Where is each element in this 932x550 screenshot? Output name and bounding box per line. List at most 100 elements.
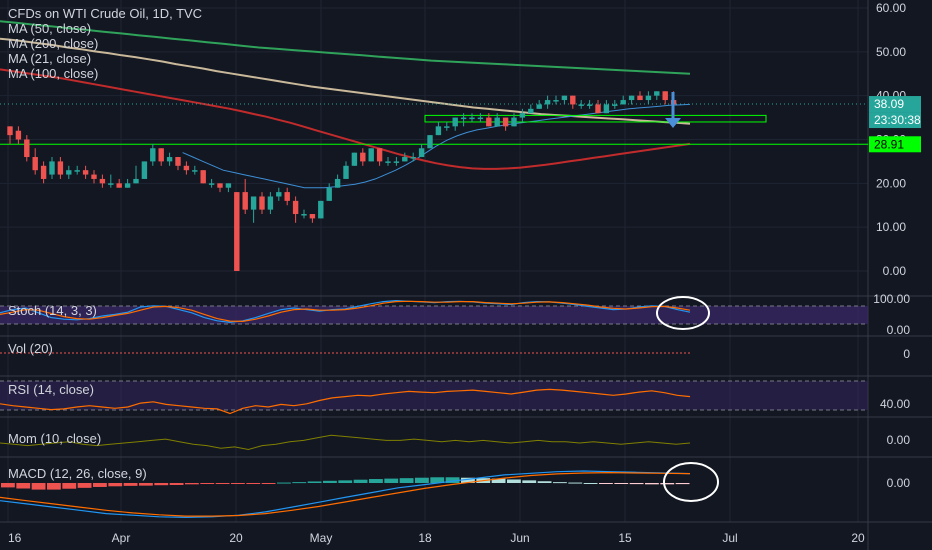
legend-ma200: MA (200, close) <box>8 36 99 51</box>
candle-body-73 <box>620 100 626 105</box>
macd-bar-39 <box>599 483 613 484</box>
stoch-circle <box>656 296 710 330</box>
macd-bar-29 <box>445 477 460 483</box>
candle-body-64 <box>544 100 551 105</box>
macd-bar-12 <box>185 483 199 485</box>
candle-body-36 <box>309 214 316 219</box>
macd-bar-15 <box>231 483 245 484</box>
candle-body-55 <box>469 117 475 120</box>
candle-body-37 <box>318 200 324 219</box>
mom-label: Mom (10, close) <box>8 431 102 446</box>
ma-line-1 <box>0 20 691 75</box>
time-label-7: Jul <box>722 531 737 545</box>
main-price-pane <box>0 20 868 271</box>
chart-title: CFDs on WTI Crude Oil, 1D, TVC <box>8 6 203 21</box>
candle-body-77 <box>654 91 660 96</box>
candle-body-23 <box>200 170 206 184</box>
candle-body-47 <box>402 157 408 162</box>
candle-body-66 <box>561 95 568 101</box>
time-label-8: 20 <box>851 531 865 545</box>
resistance-box <box>424 114 767 123</box>
stoch-label: Stoch (14, 3, 3) <box>8 303 97 318</box>
candle-body-32 <box>276 192 282 197</box>
mom-line <box>0 434 691 451</box>
candle-body-65 <box>553 100 559 102</box>
macd-bar-5 <box>77 483 92 488</box>
macd-bar-37 <box>568 482 583 484</box>
last-price-tag-bg <box>869 96 921 113</box>
level-tag: 28.91 <box>874 137 904 151</box>
candle-body-19 <box>166 157 173 162</box>
legend-ma21: MA (21, close) <box>8 51 92 66</box>
candle-body-41 <box>351 152 358 166</box>
candle-body-18 <box>158 148 164 162</box>
candle-body-57 <box>486 117 492 127</box>
legend-ma100: MA (100, close) <box>8 66 99 81</box>
candle-body-51 <box>435 126 442 136</box>
candle-body-78 <box>662 91 668 101</box>
candle-body-38 <box>326 187 332 201</box>
price-tick-60.00: 60.00 <box>876 1 906 15</box>
macd-signal-line <box>0 471 691 517</box>
candle-body-53 <box>452 117 458 127</box>
candle-body-5 <box>49 161 55 175</box>
indicator-tick-3: 40.00 <box>880 397 910 411</box>
macd-bar-28 <box>430 477 445 483</box>
candle-body-17 <box>150 148 156 162</box>
indicator-tick-5: 0.00 <box>887 476 911 490</box>
countdown-tag-bg <box>869 112 921 129</box>
macd-bar-9 <box>139 483 153 486</box>
macd-bar-20 <box>307 481 322 483</box>
macd-bar-25 <box>384 478 399 483</box>
candle-body-30 <box>259 196 265 210</box>
candle-body-63 <box>536 104 542 109</box>
candle-body-50 <box>427 135 433 149</box>
candle-body-43 <box>368 148 374 162</box>
candle-body-62 <box>528 108 534 114</box>
candle-body-2 <box>24 139 30 158</box>
price-tick-20.00: 20.00 <box>876 176 906 190</box>
candle-body-68 <box>578 104 584 106</box>
candle-body-10 <box>91 174 97 179</box>
candle-body-20 <box>175 157 181 166</box>
down-arrow-head <box>665 118 681 128</box>
macd-bar-16 <box>246 483 261 484</box>
candle-body-74 <box>628 95 635 101</box>
candle-body-35 <box>301 214 307 216</box>
macd-bar-6 <box>93 483 107 487</box>
macd-bar-42 <box>645 483 659 485</box>
candle-body-67 <box>570 95 576 105</box>
time-label-4: 18 <box>418 531 432 545</box>
macd-bar-13 <box>200 483 215 484</box>
candle-body-34 <box>292 200 299 215</box>
candle-body-56 <box>477 117 484 120</box>
candle-body-14 <box>124 183 131 188</box>
candle-body-49 <box>418 148 425 158</box>
candle-body-48 <box>410 157 416 159</box>
candle-body-7 <box>66 170 72 175</box>
indicator-panes <box>0 296 719 519</box>
indicator-tick-1: 0.00 <box>887 323 911 337</box>
candle-body-0 <box>7 126 13 136</box>
candle-body-6 <box>57 161 64 175</box>
ma-line-3 <box>0 68 691 170</box>
candle-body-58 <box>494 117 500 127</box>
macd-bar-18 <box>277 482 291 484</box>
macd-bar-38 <box>583 483 598 484</box>
countdown-tag: 23:30:38 <box>874 113 921 127</box>
level-tag-bg <box>869 136 921 153</box>
macd-bar-35 <box>537 481 552 483</box>
macd-bar-41 <box>629 483 644 485</box>
candle-body-39 <box>334 178 341 188</box>
indicator-tick-4: 0.00 <box>887 433 911 447</box>
time-label-5: Jun <box>510 531 529 545</box>
candle-body-72 <box>612 104 618 106</box>
ma-line-2 <box>182 103 691 189</box>
macd-bar-17 <box>261 483 276 484</box>
macd-bar-30 <box>461 477 475 483</box>
candle-body-69 <box>586 104 593 106</box>
candle-body-11 <box>99 178 106 184</box>
macd-bar-11 <box>169 483 184 485</box>
candle-body-16 <box>141 161 148 179</box>
